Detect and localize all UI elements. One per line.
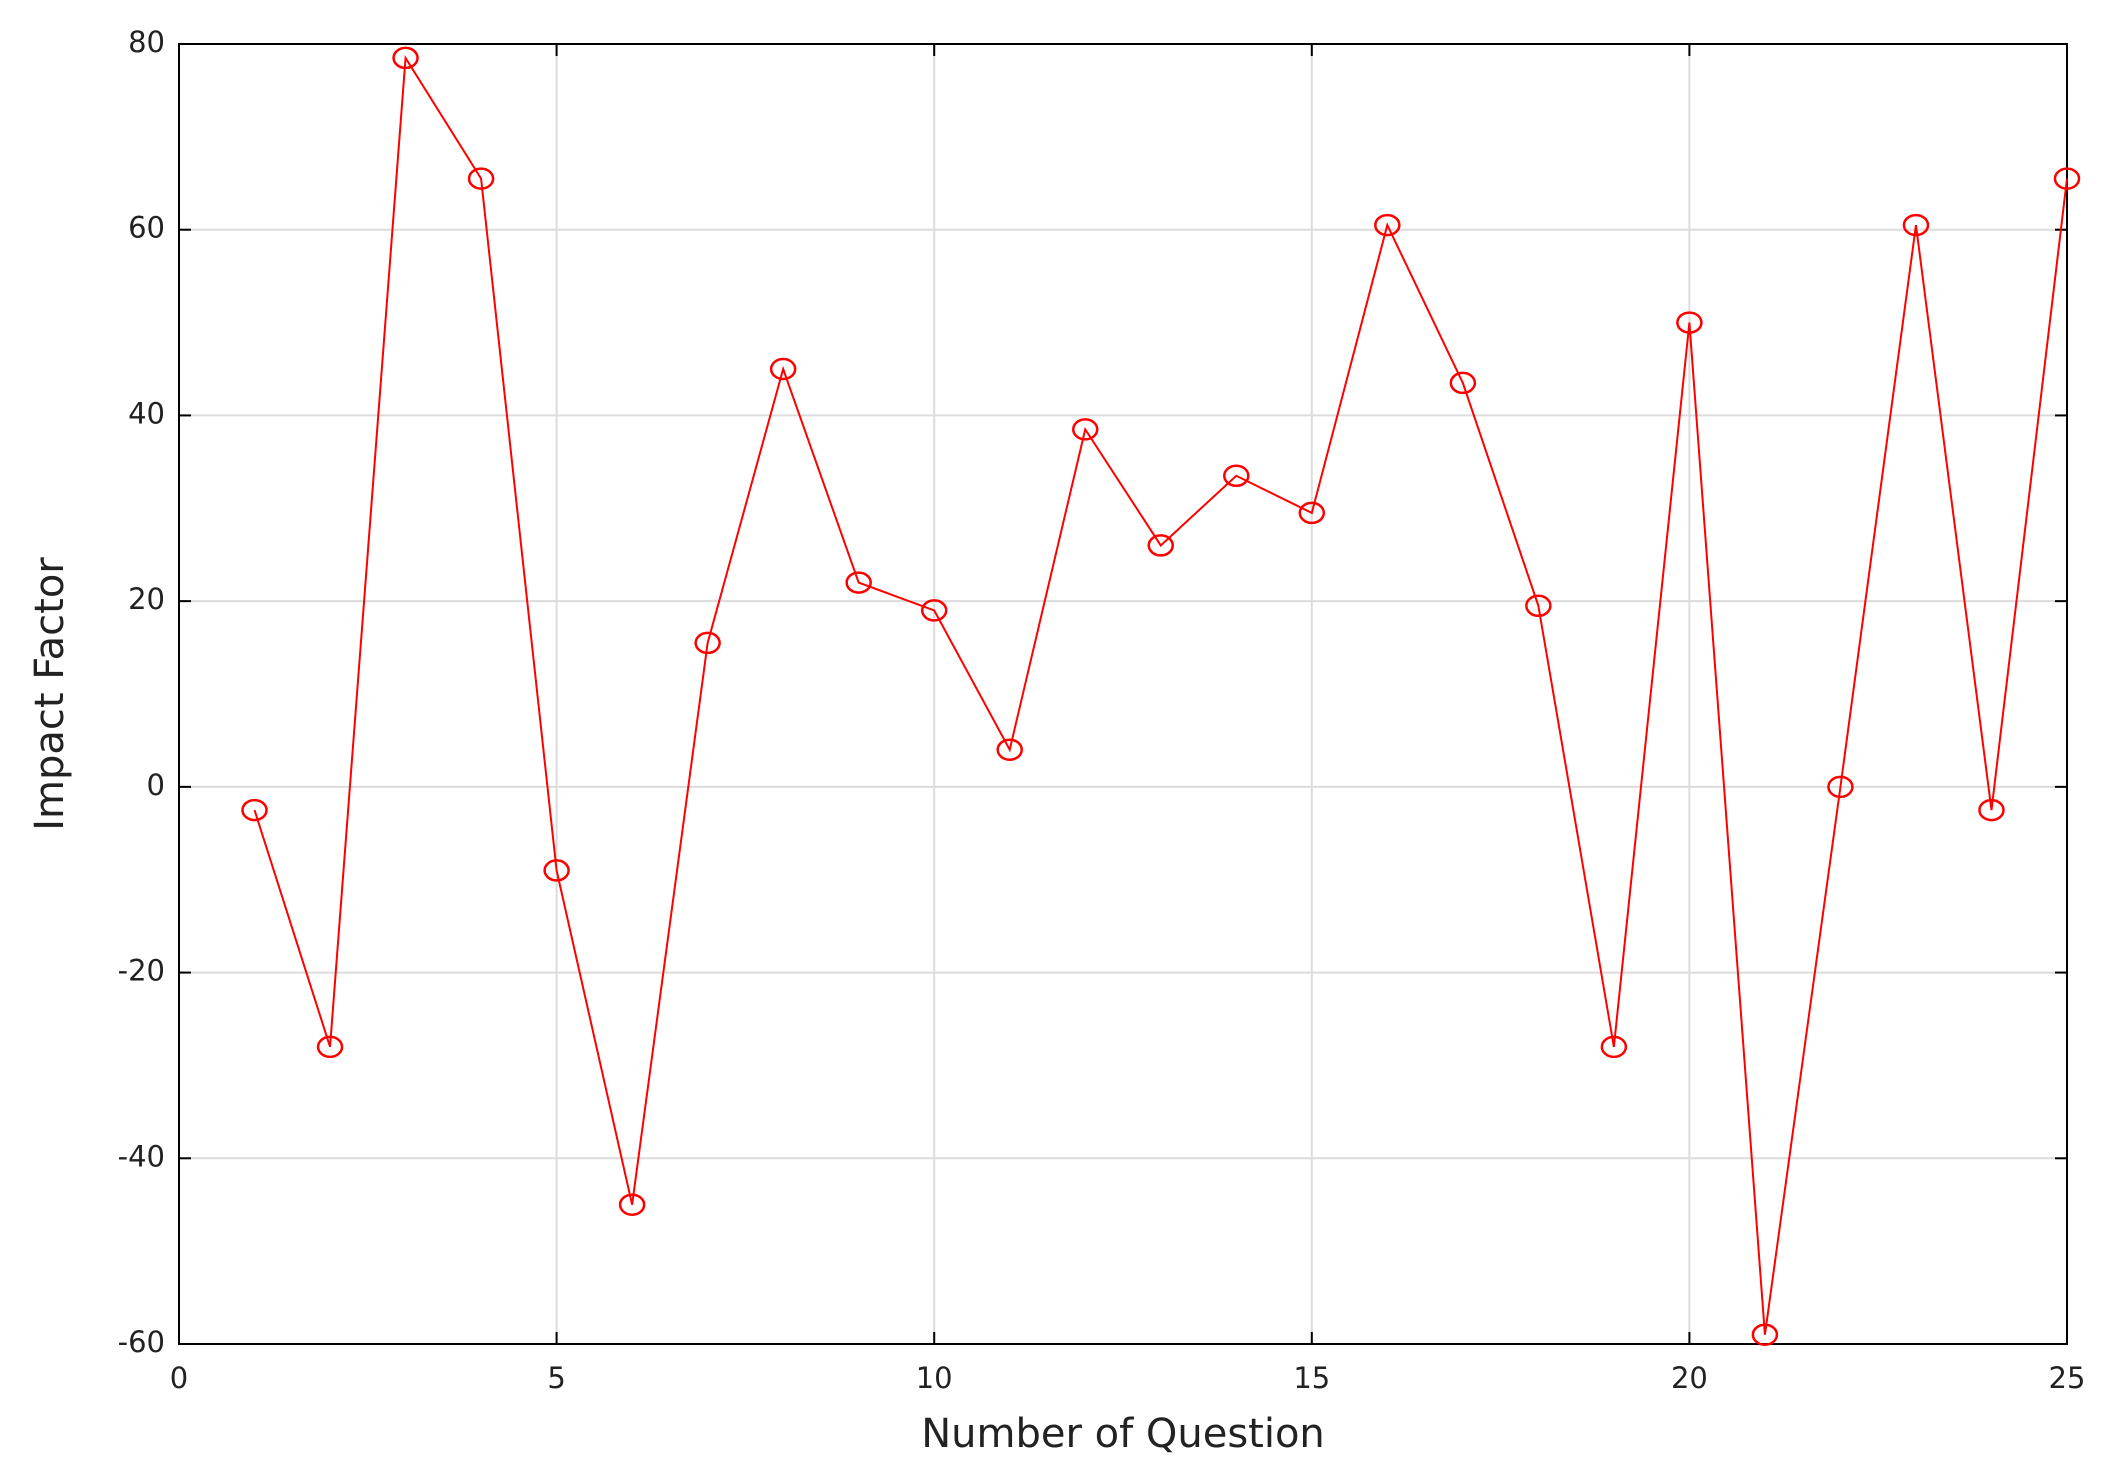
data-point (618, 1193, 646, 1216)
data-point (316, 1035, 344, 1059)
data-point (1374, 213, 1401, 237)
data-point (1600, 1035, 1628, 1059)
y-tick-label: 60 (128, 211, 165, 245)
data-point (920, 599, 948, 622)
x-tick-label: 0 (170, 1361, 188, 1395)
y-tick-label: 80 (128, 25, 165, 59)
y-tick-label: -40 (118, 1139, 165, 1173)
data-point (1902, 213, 1930, 237)
data-point (1223, 464, 1250, 488)
data-point (996, 738, 1023, 761)
data-point (769, 357, 797, 381)
x-tick-label: 5 (547, 1361, 565, 1395)
data-point (1449, 371, 1477, 395)
data-point (1071, 418, 1099, 441)
data-point (845, 571, 872, 594)
data-point (1525, 594, 1552, 618)
data-point (241, 798, 268, 822)
x-tick-label: 10 (916, 1361, 953, 1395)
x-tick-label: 15 (1293, 1361, 1330, 1395)
data-point (1298, 501, 1326, 525)
x-tick-label: 25 (2049, 1361, 2086, 1395)
data-point (1751, 1323, 1779, 1346)
x-axis-label: Number of Question (921, 1411, 1325, 1457)
y-axis-label: Impact Factor (27, 557, 73, 831)
data-point (694, 631, 721, 655)
data-point (1676, 311, 1703, 334)
y-tick-label: 20 (128, 582, 165, 616)
data-point (467, 167, 495, 190)
data-point (392, 46, 419, 70)
x-tick-label: 20 (1671, 1361, 1708, 1395)
data-point (1827, 775, 1854, 799)
data-point (2053, 167, 2081, 190)
data-point (1147, 534, 1175, 557)
data-line (253, 54, 2068, 1335)
plot-frame (178, 43, 2068, 1345)
y-tick-label: -20 (118, 954, 165, 988)
data-point (543, 859, 570, 882)
y-tick-label: 40 (128, 396, 165, 430)
data-point (1978, 798, 2005, 822)
y-tick-label: -60 (118, 1325, 165, 1359)
y-tick-label: 0 (147, 768, 165, 802)
